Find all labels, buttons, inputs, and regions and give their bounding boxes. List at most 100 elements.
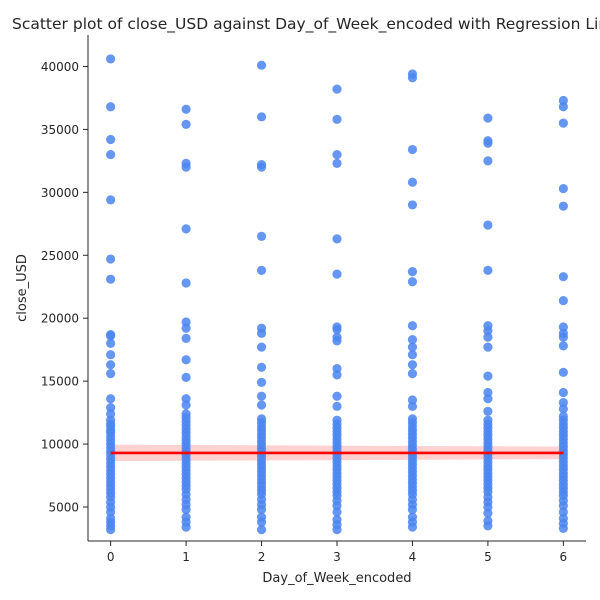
scatter-point [483, 502, 493, 512]
scatter-point [106, 254, 116, 264]
scatter-point [332, 324, 342, 335]
scatter-point [407, 335, 418, 345]
x-tick-label: 2 [258, 550, 266, 564]
scatter-point [256, 328, 267, 338]
scatter-point [256, 400, 267, 410]
scatter-point [483, 406, 493, 416]
scatter-point [483, 387, 493, 398]
scatter-point [181, 224, 191, 234]
scatter-point [106, 507, 116, 517]
scatter-point [181, 394, 191, 404]
y-tick-label: 30000 [41, 186, 79, 200]
x-tick-label: 4 [409, 550, 417, 564]
x-tick-label: 5 [484, 550, 492, 564]
scatter-point [106, 350, 116, 360]
y-axis-label: close_USD [15, 254, 30, 322]
scatter-point [181, 333, 191, 343]
scatter-point [558, 201, 568, 211]
scatter-point [407, 177, 418, 187]
scatter-point [106, 331, 116, 341]
scatter-point [558, 387, 568, 398]
scatter-point [558, 367, 568, 377]
scatter-point [181, 372, 191, 382]
scatter-point [407, 360, 418, 370]
scatter-point [256, 265, 267, 275]
scatter-point [407, 522, 418, 532]
scatter-point [106, 274, 116, 284]
scatter-point [558, 507, 568, 517]
scatter-point [256, 231, 267, 241]
y-tick-label: 10000 [41, 438, 79, 452]
scatter-point [256, 362, 267, 372]
scatter-point [106, 134, 116, 145]
scatter-point [407, 73, 418, 83]
scatter-point [181, 317, 191, 327]
scatter-point [407, 342, 418, 352]
scatter-point [407, 267, 418, 277]
scatter-point [407, 321, 418, 331]
scatter-point [181, 522, 191, 532]
scatter-point [181, 278, 191, 288]
scatter-point [407, 277, 418, 287]
scatter-points [106, 54, 568, 535]
scatter-point [256, 112, 267, 122]
y-tick-label: 15000 [41, 375, 79, 389]
scatter-point [558, 102, 568, 112]
y-tick-label: 5000 [48, 501, 79, 515]
scatter-point [256, 60, 267, 70]
scatter-point [407, 504, 418, 515]
scatter-point [558, 322, 568, 332]
scatter-point [332, 84, 342, 94]
scatter-point [558, 397, 568, 408]
scatter-point [106, 409, 116, 419]
scatter-point [181, 323, 191, 333]
scatter-point [256, 162, 267, 172]
x-tick-label: 0 [107, 550, 115, 564]
scatter-point [256, 504, 267, 515]
scatter-point [558, 295, 568, 306]
scatter-point [483, 342, 493, 352]
scatter-point [407, 401, 418, 411]
scatter-point [483, 326, 493, 336]
x-axis-label: Day_of_Week_encoded [262, 571, 411, 586]
scatter-point [106, 195, 116, 205]
y-tick-label: 40000 [41, 60, 79, 74]
scatter-point [558, 118, 568, 128]
scatter-point [106, 338, 116, 348]
scatter-point [106, 394, 116, 404]
scatter-point [332, 401, 342, 411]
scatter-point [407, 144, 418, 155]
scatter-point [483, 521, 493, 531]
scatter-point [256, 342, 267, 352]
scatter-point [332, 370, 342, 380]
scatter-point [558, 501, 568, 511]
scatter-point [332, 234, 342, 244]
scatter-point [332, 114, 342, 124]
y-tick-label: 20000 [41, 312, 79, 326]
scatter-point [558, 341, 568, 351]
scatter-point [332, 363, 342, 374]
scatter-point [483, 371, 493, 381]
scatter-point [483, 265, 493, 275]
scatter-point [256, 391, 267, 401]
scatter-point [332, 391, 342, 401]
scatter-point [256, 517, 267, 527]
scatter-point [407, 200, 418, 210]
scatter-point [332, 501, 342, 511]
x-axis-ticks: 0 1 2 3 4 5 6 [107, 541, 567, 564]
scatter-point [483, 332, 493, 342]
scatter-point [332, 336, 342, 346]
scatter-point [106, 149, 116, 160]
scatter-point [256, 377, 267, 388]
x-tick-label: 6 [560, 550, 568, 564]
scatter-point [106, 102, 116, 112]
scatter-point [558, 272, 568, 282]
scatter-point [407, 395, 418, 405]
scatter-point [106, 525, 116, 535]
scatter-point [407, 368, 418, 379]
scatter-point [483, 138, 493, 148]
scatter-point [106, 360, 116, 370]
scatter-point [181, 162, 191, 172]
chart-title: Scatter plot of close_USD against Day_of… [12, 15, 600, 34]
